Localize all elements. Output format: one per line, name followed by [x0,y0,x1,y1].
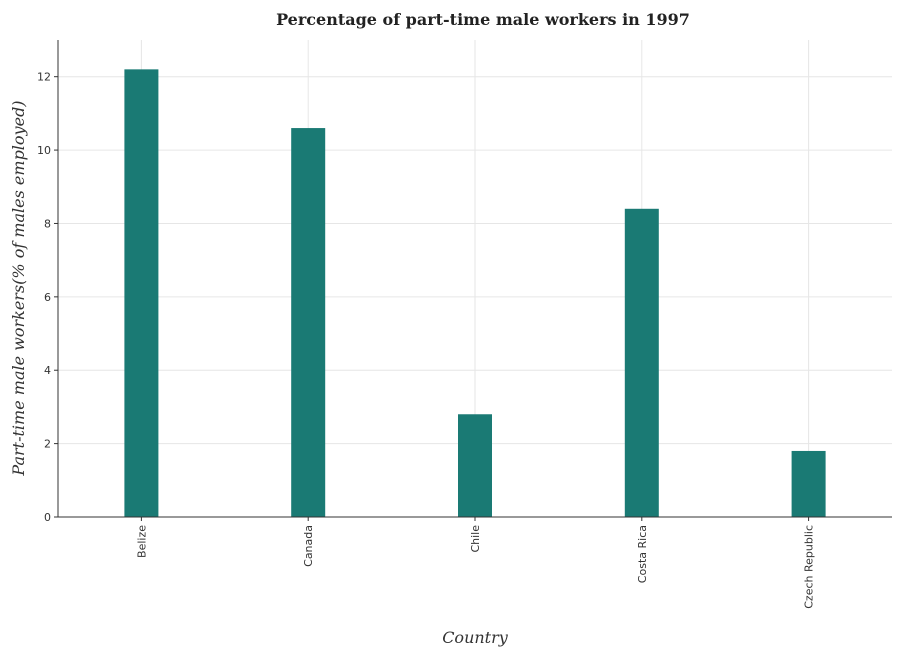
y-tick-label: 12 [37,71,51,84]
tick-labels: 0 2 4 6 8 10 12 Belize Canada Chile Costa Rica Czec… [37,71,816,609]
bar [124,69,159,517]
bar [458,414,492,517]
grid-lines [58,40,892,518]
y-tick-label: 6 [44,291,51,304]
bar [291,128,326,518]
y-tick-label: 4 [44,364,51,377]
x-axis-label: Country [442,628,509,647]
x-tick-label: Belize [135,525,148,558]
x-tick-label: Canada [302,525,315,567]
bar [624,208,659,518]
x-tick-label: Costa Rica [636,525,649,583]
y-tick-label: 10 [37,144,51,157]
y-tick-label: 2 [44,438,51,451]
y-tick-label: 8 [44,217,51,230]
axes [54,40,892,521]
y-axis-label: Part-time male workers(% of males employ… [9,100,28,476]
chart-title: Percentage of part-time male workers in … [276,10,690,29]
bars [124,69,826,518]
y-tick-label: 0 [44,511,51,524]
x-tick-label: Czech Republic [803,525,816,609]
x-tick-label: Chile [469,525,482,553]
bar [791,450,826,517]
